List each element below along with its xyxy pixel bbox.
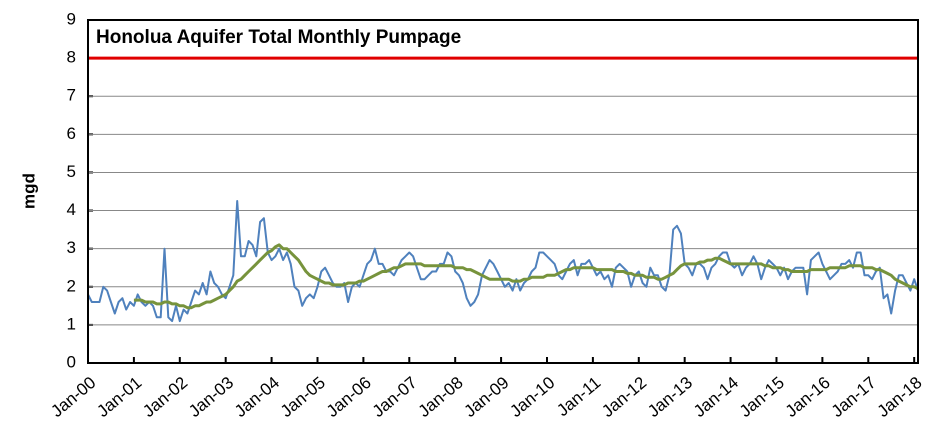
x-tick-label: Jan-03	[185, 373, 237, 421]
x-tick-label: Jan-11	[553, 373, 604, 420]
x-tick-label: Jan-14	[690, 373, 742, 421]
y-tick-label: 3	[67, 238, 76, 257]
y-tick-label: 4	[67, 200, 76, 219]
x-tick-label: Jan-08	[415, 373, 467, 421]
plot-frame	[87, 19, 919, 364]
x-tick-label: Jan-02	[139, 373, 191, 421]
x-tick-label: Jan-00	[47, 373, 99, 421]
x-tick-label: Jan-10	[506, 373, 558, 421]
y-tick-label: 0	[67, 352, 76, 371]
data-line	[133, 243, 919, 310]
x-tick-label: Jan-07	[369, 373, 421, 421]
x-tick-label: Jan-15	[736, 373, 788, 421]
x-tick-label: Jan-18	[874, 373, 926, 421]
x-tick-label: Jan-06	[323, 373, 375, 421]
y-tick-label: 2	[67, 276, 76, 295]
y-axis-label: mgd	[19, 173, 38, 209]
x-tick-label: Jan-05	[277, 373, 329, 421]
y-tick-label: 1	[67, 314, 76, 333]
x-tick-label: Jan-12	[598, 373, 650, 421]
x-tick-label: Jan-01	[93, 373, 145, 421]
y-tick-label: 9	[67, 9, 76, 28]
x-tick-label: Jan-09	[461, 373, 513, 421]
y-tick-label: 8	[67, 48, 76, 67]
y-tick-label: 5	[67, 162, 76, 181]
y-tick-label: 7	[67, 86, 76, 105]
y-tick-label: 6	[67, 124, 76, 143]
x-tick-label: Jan-16	[782, 373, 834, 421]
x-tick-label: Jan-04	[231, 373, 283, 421]
x-tick-label: Jan-13	[644, 373, 696, 421]
data-line	[87, 200, 919, 323]
chart-title: Honolua Aquifer Total Monthly Pumpage	[96, 27, 461, 48]
x-tick-label: Jan-17	[828, 373, 880, 421]
